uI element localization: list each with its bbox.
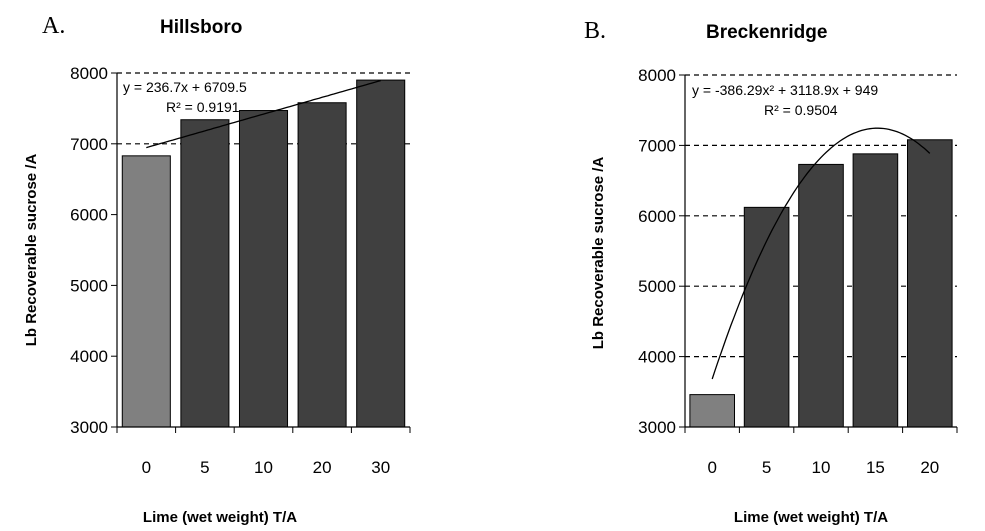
- chart-panel-b: B. Breckenridge 3000 4000 5000 6000 7000 8000…: [584, 18, 958, 526]
- panel-b-bar: [852, 153, 899, 428]
- panel-a-y-tick-label: 7000: [70, 135, 108, 154]
- panel-b-x-tick-label: 15: [866, 458, 885, 477]
- panel-b-y-tick-label: 6000: [638, 207, 676, 226]
- panel-b-x-tick-label: 20: [920, 458, 939, 477]
- panel-b-y-tick-label: 5000: [638, 277, 676, 296]
- panel-a-trendline: [146, 79, 381, 149]
- panel-a-x-tick-label: 10: [254, 458, 273, 477]
- panel-b-y-tick-label: 7000: [638, 136, 676, 155]
- panel-b-title: Breckenridge: [706, 22, 827, 43]
- panel-a-plot: 3000 4000 5000 6000 7000 8000 0 5 10 20 30 y = 236.…: [70, 64, 411, 477]
- panel-a-bar: [356, 79, 406, 428]
- panel-a-trendline-r-squared: R² = 0.9191: [166, 99, 240, 115]
- panel-a-bar: [180, 119, 230, 428]
- panel-a-y-tick-label: 8000: [70, 64, 108, 83]
- panel-b-x-tick-label: 5: [762, 458, 771, 477]
- panel-a-x-tick-label: 20: [313, 458, 332, 477]
- panel-a-label: A.: [42, 13, 65, 39]
- panel-a-y-tick-label: 6000: [70, 206, 108, 225]
- panel-a-x-axis-label: Lime (wet weight) T/A: [143, 509, 297, 526]
- panel-b-y-tick-label: 3000: [638, 418, 676, 437]
- panel-b-plot: 3000 4000 5000 6000 7000 8000 0 5 10 15 20 y = -386…: [638, 66, 958, 477]
- chart-panel-a: A. Hillsboro 3000 4000 5000 6000 7000 8000 0 5 1…: [23, 13, 411, 526]
- panel-a-x-tick-label: 30: [371, 458, 390, 477]
- panel-b-bar: [798, 163, 844, 428]
- panel-b-trendline-equation: y = -386.29x² + 3118.9x + 949: [692, 82, 878, 98]
- panel-b-bar: [689, 394, 736, 428]
- panel-a-y-axis-label: Lb Recoverable sucrose /A: [23, 154, 40, 347]
- panel-a-x-tick-label: 0: [142, 458, 151, 477]
- panel-b-y-axis-label: Lb Recoverable sucrose /A: [590, 157, 607, 350]
- panel-a-y-tick-label: 3000: [70, 418, 108, 437]
- panel-a-title: Hillsboro: [160, 17, 242, 38]
- panel-b-trendline-r-squared: R² = 0.9504: [764, 102, 838, 118]
- panel-a-y-tick-label: 5000: [70, 276, 108, 295]
- panel-b-x-tick-label: 0: [707, 458, 716, 477]
- panel-a-trendline-equation: y = 236.7x + 6709.5: [123, 79, 247, 95]
- panel-b-trendline: [711, 127, 931, 380]
- panel-a-x-tick-label: 5: [200, 458, 209, 477]
- panel-a-bar: [238, 110, 289, 428]
- panel-a-bar: [297, 102, 347, 428]
- panel-b-y-tick-label: 4000: [638, 348, 676, 367]
- panel-b-bar: [906, 139, 953, 428]
- panel-b-x-tick-label: 10: [812, 458, 831, 477]
- panel-a-bar: [121, 155, 171, 428]
- panel-b-x-axis-label: Lime (wet weight) T/A: [734, 509, 888, 526]
- panel-b-y-tick-label: 8000: [638, 66, 676, 85]
- panel-b-label: B.: [584, 18, 606, 44]
- panel-a-y-tick-label: 4000: [70, 347, 108, 366]
